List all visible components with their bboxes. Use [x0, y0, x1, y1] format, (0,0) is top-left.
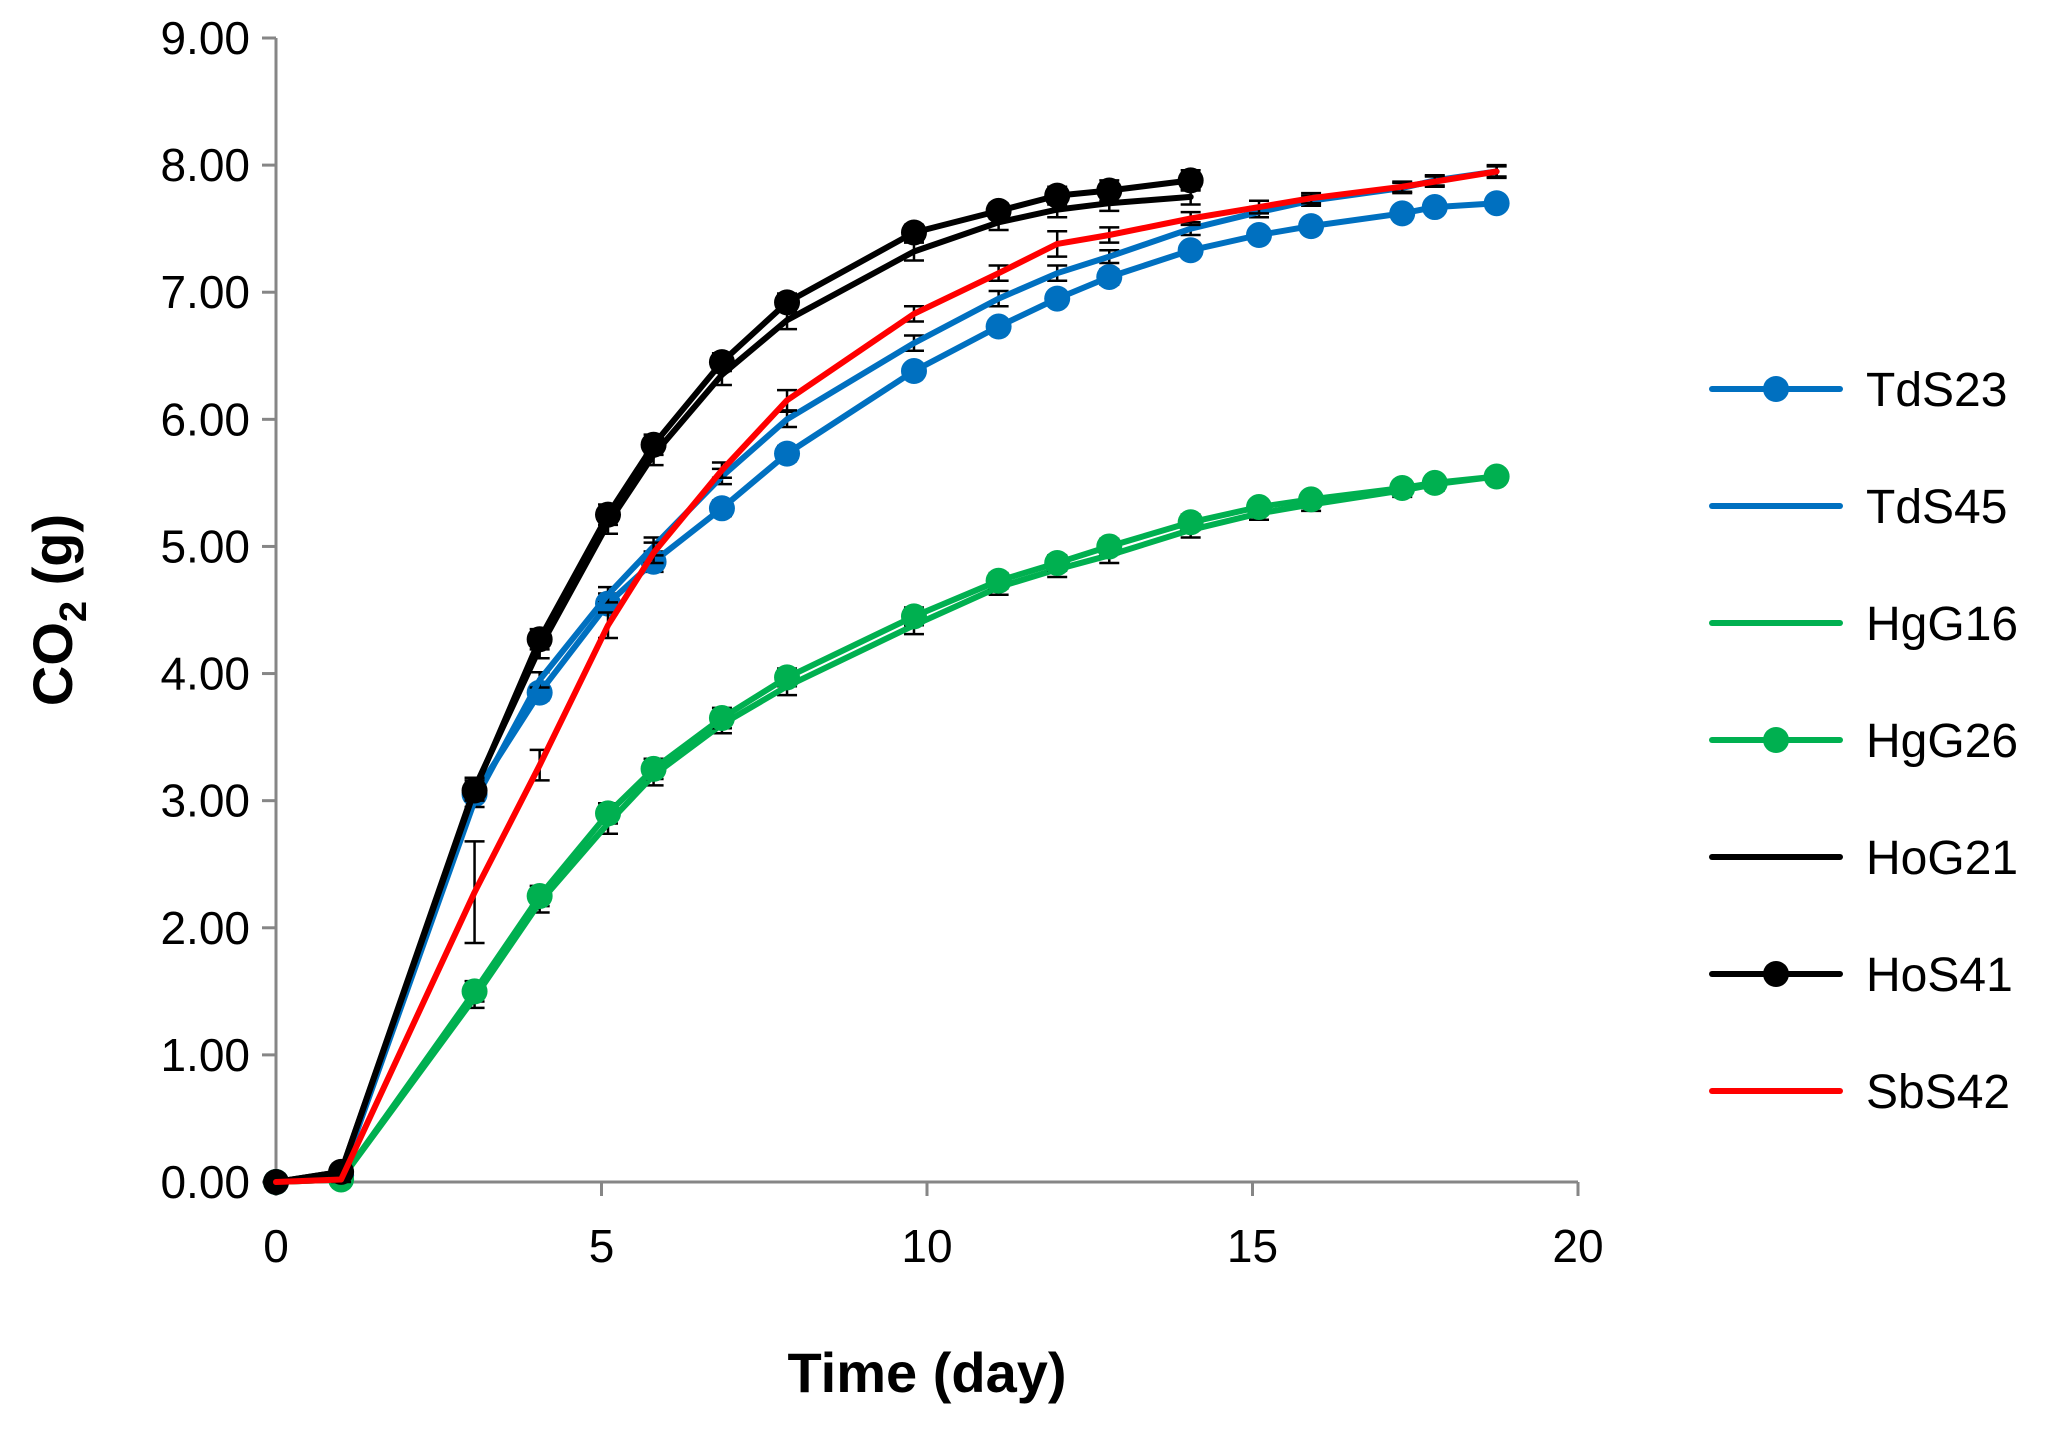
data-point — [985, 567, 1012, 594]
legend-label: HoG21 — [1866, 832, 2018, 885]
data-point — [1298, 486, 1325, 513]
series-line — [273, 473, 1500, 1185]
data-point — [1483, 463, 1510, 490]
series-tds45 — [273, 165, 1507, 1185]
legend-item-hog21: HoG21 — [1709, 832, 2018, 885]
data-point — [1483, 190, 1510, 217]
series-sbs42 — [273, 163, 1507, 1185]
y-tick-label: 3.00 — [160, 775, 250, 827]
data-point — [1096, 533, 1123, 560]
series-layer — [263, 163, 1510, 1195]
series-line — [273, 473, 1500, 1185]
legend-item-hgg16: HgG16 — [1709, 598, 2018, 651]
error-bars — [331, 198, 1507, 1181]
y-tick-label: 9.00 — [160, 12, 250, 64]
data-point — [1177, 509, 1204, 536]
y-tick-label: 7.00 — [160, 266, 250, 318]
legend-item-tds23: TdS23 — [1709, 364, 2007, 417]
x-tick-label: 20 — [1552, 1220, 1603, 1272]
data-point — [985, 313, 1012, 340]
data-point — [985, 197, 1012, 224]
data-point — [1044, 285, 1071, 312]
legend-item-hgg26: HgG26 — [1709, 715, 2018, 768]
data-point — [1177, 237, 1204, 264]
data-point — [526, 883, 553, 909]
y-tick-label: 4.00 — [160, 648, 250, 700]
y-tick-label: 5.00 — [160, 520, 250, 572]
legend-marker — [1763, 376, 1789, 402]
data-point — [774, 664, 801, 691]
data-point — [1044, 549, 1071, 576]
series-hgg26 — [263, 463, 1510, 1195]
data-point — [461, 777, 488, 804]
series-line — [273, 168, 1500, 1185]
data-point — [900, 358, 927, 385]
data-point — [1096, 263, 1123, 290]
legend-item-hos41: HoS41 — [1709, 949, 2013, 1002]
data-point — [774, 289, 801, 316]
x-tick-label: 5 — [589, 1220, 615, 1272]
data-point — [900, 219, 927, 246]
data-point — [774, 440, 801, 467]
series-line — [273, 168, 1500, 1185]
legend-label: HgG26 — [1866, 715, 2018, 768]
legend-marker — [1763, 961, 1789, 987]
legend-item-tds45: TdS45 — [1709, 481, 2007, 534]
data-point — [1096, 177, 1123, 204]
data-point — [900, 603, 927, 630]
data-point — [1177, 167, 1204, 194]
data-point — [1421, 469, 1448, 496]
y-axis-title: CO2 (g) — [21, 514, 95, 706]
y-tick-label: 1.00 — [160, 1029, 250, 1081]
x-tick-label: 0 — [263, 1220, 289, 1272]
data-point — [1246, 494, 1273, 521]
series-tds23 — [263, 190, 1510, 1195]
data-point — [1246, 222, 1273, 249]
legend-label: HgG16 — [1866, 598, 2018, 651]
y-axis-ticks: 0.00 1.00 2.00 3.00 4.00 5.00 6.00 7.00 8.00 9.00 — [160, 12, 276, 1208]
legend-label: TdS45 — [1866, 481, 2007, 534]
x-tick-label: 10 — [901, 1220, 952, 1272]
legend-item-sbs42: SbS42 — [1709, 1066, 2010, 1119]
y-tick-label: 2.00 — [160, 902, 250, 954]
legend-label: SbS42 — [1866, 1066, 2010, 1119]
data-point — [526, 626, 553, 653]
legend-label: HoS41 — [1866, 949, 2013, 1002]
legend-marker — [1763, 727, 1789, 753]
data-point — [595, 501, 622, 528]
data-point — [1044, 182, 1071, 209]
series-line — [273, 177, 1194, 1185]
data-point — [708, 705, 735, 732]
data-point — [640, 755, 667, 782]
error-bars — [331, 165, 1507, 1181]
legend: TdS23 TdS45 HgG16 HgG26 HoG21 HoS41 SbS42 — [1709, 364, 2018, 1119]
data-point — [1389, 200, 1416, 227]
x-axis-title: Time (day) — [787, 1341, 1066, 1404]
data-point — [708, 495, 735, 522]
error-bars — [331, 163, 1507, 1184]
y-axis-title-subscript: 2 — [53, 601, 95, 622]
data-point — [1298, 213, 1325, 240]
series-hog21 — [273, 188, 1201, 1185]
y-tick-label: 8.00 — [160, 139, 250, 191]
data-point — [640, 431, 667, 458]
data-point — [1421, 194, 1448, 221]
y-axis-title-main: CO — [21, 622, 84, 706]
data-point — [708, 349, 735, 376]
y-tick-label: 0.00 — [160, 1156, 250, 1208]
series-line — [273, 193, 1194, 1185]
y-axis-title-unit: (g) — [21, 514, 84, 601]
data-point — [461, 978, 488, 1005]
data-point — [1389, 474, 1416, 501]
x-tick-label: 15 — [1227, 1220, 1278, 1272]
legend-label: TdS23 — [1866, 364, 2007, 417]
x-axis-ticks: 0 5 10 15 20 — [263, 1182, 1604, 1272]
y-tick-label: 6.00 — [160, 393, 250, 445]
series-line — [273, 200, 1500, 1185]
data-point — [595, 800, 622, 827]
